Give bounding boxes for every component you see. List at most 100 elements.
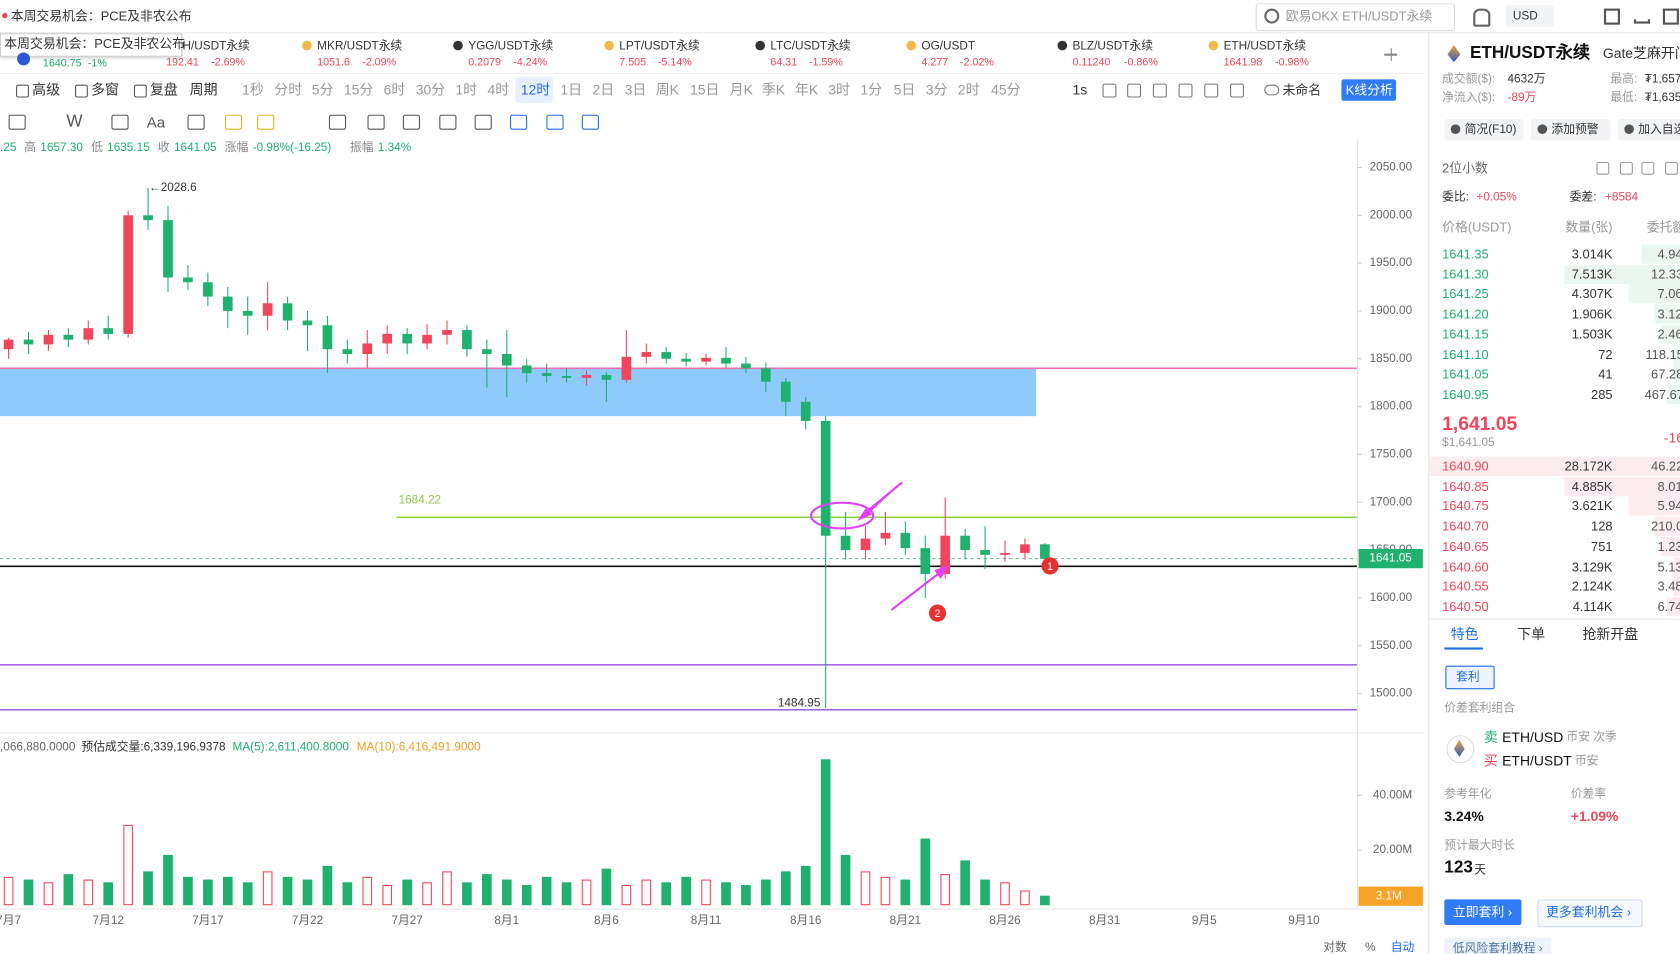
action-button[interactable] [1537, 899, 1643, 928]
period-button[interactable]: 3时 [828, 81, 850, 98]
tab-name[interactable]: ETH/USDT永续 [1223, 39, 1307, 53]
action-button[interactable] [1444, 899, 1522, 926]
tab-name[interactable]: MKR/USDT永续 [317, 39, 403, 53]
period-button[interactable]: 1分 [860, 81, 883, 98]
analysis-label[interactable]: K线分析 [1345, 82, 1393, 98]
period-button[interactable]: 6时 [383, 81, 406, 98]
panel-tab[interactable]: 抢新开盘 [1582, 625, 1639, 643]
toolbar-button[interactable]: 多窗 [91, 81, 119, 98]
scale-option[interactable]: % [1365, 941, 1376, 954]
currency[interactable]: USD [1512, 9, 1538, 23]
period-button[interactable]: 月K [729, 81, 753, 98]
period-button[interactable]: 1秒 [242, 81, 264, 98]
book-price[interactable]: 1640.50 [1442, 599, 1489, 615]
tab-name[interactable]: LTC/USDT永续 [770, 39, 851, 53]
action-label[interactable]: 立即套利 › [1452, 904, 1513, 920]
book-price[interactable]: 1641.25 [1442, 286, 1489, 302]
panel-tab[interactable]: 特色 [1450, 625, 1479, 643]
add-tab-v[interactable] [1390, 47, 1392, 61]
period-button[interactable]: 3日 [624, 81, 647, 98]
panel-icon[interactable] [1620, 161, 1633, 175]
draw-tool-icon[interactable] [510, 114, 528, 130]
book-price[interactable]: 1640.55 [1442, 579, 1489, 595]
toolbar-icon[interactable] [1127, 83, 1142, 98]
draw-tool-icon[interactable] [439, 114, 457, 130]
draw-tool[interactable]: W [66, 112, 83, 131]
book-price[interactable]: 1641.10 [1442, 346, 1489, 362]
tab-name[interactable]: YGG/USDT永续 [468, 39, 554, 53]
draw-tool-icon[interactable] [187, 114, 205, 130]
decimals[interactable]: 2位小数 [1442, 160, 1488, 176]
panel-button-label[interactable]: 简况(F10) [1464, 123, 1517, 137]
panel-icon[interactable] [1596, 161, 1610, 175]
draw-tool-icon[interactable] [546, 114, 564, 130]
period-button[interactable]: 年K [795, 81, 819, 98]
draw-tool-icon[interactable] [111, 114, 129, 130]
action-label[interactable]: 更多套利机会 › [1546, 904, 1632, 920]
layout-name[interactable]: 未命名 [1282, 82, 1322, 98]
period-button[interactable]: 周K [655, 81, 679, 98]
period-button[interactable]: 2日 [592, 81, 615, 98]
panel-button[interactable] [1617, 118, 1680, 141]
scale-option[interactable]: 对数 [1323, 941, 1347, 954]
draw-tool-icon[interactable] [225, 114, 243, 130]
period-button[interactable]: 1时 [455, 81, 478, 98]
panel-tab[interactable]: 下单 [1517, 625, 1546, 643]
book-price[interactable]: 1641.20 [1442, 306, 1489, 322]
search-text[interactable]: 欧易OKX ETH/USDT永续 [1285, 8, 1433, 24]
period-button[interactable]: 5日 [893, 81, 916, 98]
period-button[interactable]: 15分 [343, 81, 374, 98]
draw-tool-icon[interactable] [257, 114, 275, 130]
toolbar-button[interactable]: 周期 [189, 81, 218, 98]
period-button[interactable]: 45分 [991, 81, 1021, 98]
scale-option[interactable]: 自动 [1390, 941, 1415, 954]
toolbar-icon[interactable] [1178, 83, 1193, 98]
tab-name[interactable]: BCH/USDT永续 [166, 39, 250, 53]
period-button[interactable]: 3分 [925, 81, 948, 98]
period-button[interactable]: 12时 [520, 81, 551, 98]
panel-icon[interactable] [1665, 161, 1678, 175]
toolbar-icon[interactable] [1102, 83, 1117, 98]
period-button[interactable]: 2时 [957, 81, 980, 98]
period-button[interactable]: 15日 [690, 81, 720, 98]
period-button[interactable]: 30分 [415, 81, 446, 98]
currency-select[interactable] [1505, 5, 1554, 27]
tab-name[interactable]: BLZ/USDT永续 [1072, 39, 1154, 53]
draw-tool-icon[interactable] [402, 114, 421, 130]
period-button[interactable]: 季K [761, 81, 786, 98]
period-button[interactable]: 1日 [560, 81, 583, 98]
book-price[interactable]: 1640.65 [1442, 538, 1489, 554]
book-price[interactable]: 1641.15 [1442, 326, 1489, 342]
toolbar-button[interactable]: 复盘 [150, 81, 178, 98]
draw-tool-icon[interactable] [328, 114, 347, 130]
toolbar-button[interactable]: 1s [1072, 81, 1088, 98]
book-price[interactable]: 1640.75 [1442, 498, 1489, 514]
draw-tool[interactable]: Aa [146, 113, 166, 131]
book-price[interactable]: 1640.95 [1442, 386, 1489, 402]
panel-button[interactable] [1531, 118, 1611, 141]
tutorial-bg[interactable] [1444, 937, 1552, 954]
search-box[interactable] [1255, 3, 1456, 32]
draw-tool-icon[interactable] [8, 114, 26, 130]
toolbar-icon[interactable] [1230, 83, 1244, 98]
tab-name[interactable]: LPT/USDT永续 [619, 39, 700, 53]
panel-button-label[interactable]: 添加预警 [1551, 123, 1599, 137]
tab-name[interactable]: OG/USDT [921, 39, 976, 53]
period-button[interactable]: 分时 [274, 81, 303, 98]
period-button[interactable]: 4时 [487, 81, 510, 98]
toolbar-icon[interactable] [1152, 83, 1167, 98]
panel-button-label[interactable]: 加入自选 [1638, 123, 1680, 137]
panel-button[interactable] [1444, 118, 1524, 141]
toolbar-button[interactable]: 高级 [32, 81, 61, 98]
book-price[interactable]: 1640.60 [1442, 559, 1489, 575]
book-price[interactable]: 1640.70 [1442, 518, 1489, 534]
draw-tool-icon[interactable] [474, 114, 492, 130]
period-button[interactable]: 5分 [311, 81, 334, 98]
panel-icon[interactable] [1641, 161, 1655, 175]
draw-tool-icon[interactable] [367, 114, 385, 130]
book-price[interactable]: 1641.05 [1442, 366, 1489, 382]
book-price[interactable]: 1640.90 [1442, 458, 1489, 474]
book-price[interactable]: 1641.35 [1442, 246, 1489, 262]
analysis-button[interactable] [1341, 79, 1397, 101]
toolbar-icon[interactable] [1204, 83, 1219, 98]
